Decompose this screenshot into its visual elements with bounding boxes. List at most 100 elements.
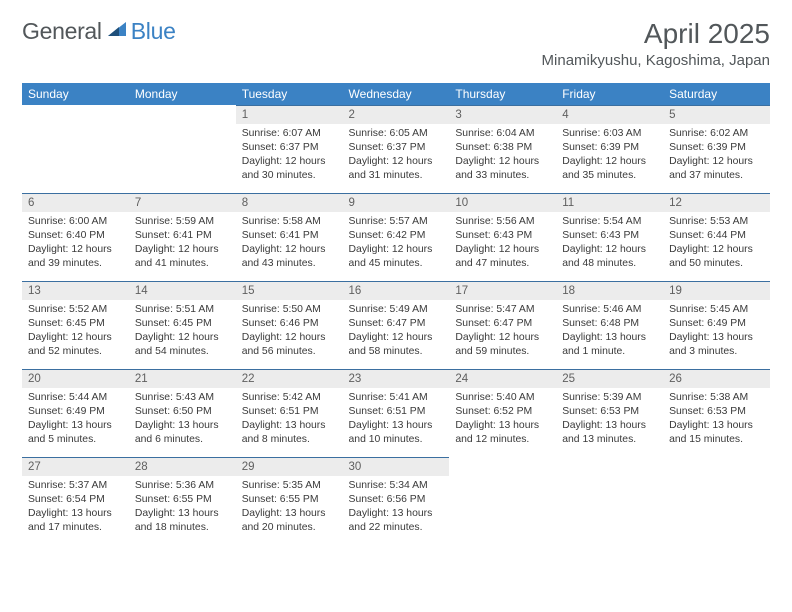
- day-number: 7: [129, 193, 236, 212]
- day-number: 21: [129, 369, 236, 388]
- calendar-day-cell: 13Sunrise: 5:52 AMSunset: 6:45 PMDayligh…: [22, 281, 129, 369]
- calendar-day-cell: 1Sunrise: 6:07 AMSunset: 6:37 PMDaylight…: [236, 105, 343, 193]
- day-details: Sunrise: 5:47 AMSunset: 6:47 PMDaylight:…: [449, 300, 556, 363]
- day-number: 16: [343, 281, 450, 300]
- calendar-day-cell: 7Sunrise: 5:59 AMSunset: 6:41 PMDaylight…: [129, 193, 236, 281]
- day-number: 12: [663, 193, 770, 212]
- calendar-day-cell: 15Sunrise: 5:50 AMSunset: 6:46 PMDayligh…: [236, 281, 343, 369]
- day-number: 8: [236, 193, 343, 212]
- day-number: 20: [22, 369, 129, 388]
- day-number: 13: [22, 281, 129, 300]
- weekday-header: Monday: [129, 83, 236, 105]
- day-details: Sunrise: 6:05 AMSunset: 6:37 PMDaylight:…: [343, 124, 450, 187]
- calendar-day-cell: 11Sunrise: 5:54 AMSunset: 6:43 PMDayligh…: [556, 193, 663, 281]
- calendar-table: SundayMondayTuesdayWednesdayThursdayFrid…: [22, 83, 770, 545]
- day-number: 6: [22, 193, 129, 212]
- day-number: 22: [236, 369, 343, 388]
- title-block: April 2025 Minamikyushu, Kagoshima, Japa…: [542, 18, 770, 69]
- calendar-day-cell: [22, 105, 129, 193]
- calendar-day-cell: 19Sunrise: 5:45 AMSunset: 6:49 PMDayligh…: [663, 281, 770, 369]
- day-details: Sunrise: 5:42 AMSunset: 6:51 PMDaylight:…: [236, 388, 343, 451]
- day-details: Sunrise: 5:51 AMSunset: 6:45 PMDaylight:…: [129, 300, 236, 363]
- day-number: 28: [129, 457, 236, 476]
- calendar-day-cell: 14Sunrise: 5:51 AMSunset: 6:45 PMDayligh…: [129, 281, 236, 369]
- calendar-day-cell: 23Sunrise: 5:41 AMSunset: 6:51 PMDayligh…: [343, 369, 450, 457]
- calendar-day-cell: 28Sunrise: 5:36 AMSunset: 6:55 PMDayligh…: [129, 457, 236, 545]
- calendar-day-cell: 20Sunrise: 5:44 AMSunset: 6:49 PMDayligh…: [22, 369, 129, 457]
- calendar-day-cell: 12Sunrise: 5:53 AMSunset: 6:44 PMDayligh…: [663, 193, 770, 281]
- location: Minamikyushu, Kagoshima, Japan: [542, 52, 770, 69]
- day-number: 4: [556, 105, 663, 124]
- day-details: Sunrise: 5:38 AMSunset: 6:53 PMDaylight:…: [663, 388, 770, 451]
- day-number: 19: [663, 281, 770, 300]
- day-number: 29: [236, 457, 343, 476]
- month-title: April 2025: [542, 18, 770, 50]
- day-details: Sunrise: 5:46 AMSunset: 6:48 PMDaylight:…: [556, 300, 663, 363]
- calendar-body: 1Sunrise: 6:07 AMSunset: 6:37 PMDaylight…: [22, 105, 770, 545]
- day-number: 18: [556, 281, 663, 300]
- day-details: Sunrise: 5:52 AMSunset: 6:45 PMDaylight:…: [22, 300, 129, 363]
- calendar-day-cell: 9Sunrise: 5:57 AMSunset: 6:42 PMDaylight…: [343, 193, 450, 281]
- calendar-day-cell: 17Sunrise: 5:47 AMSunset: 6:47 PMDayligh…: [449, 281, 556, 369]
- day-details: Sunrise: 6:03 AMSunset: 6:39 PMDaylight:…: [556, 124, 663, 187]
- day-details: Sunrise: 6:07 AMSunset: 6:37 PMDaylight:…: [236, 124, 343, 187]
- calendar-day-cell: [663, 457, 770, 545]
- calendar-day-cell: 8Sunrise: 5:58 AMSunset: 6:41 PMDaylight…: [236, 193, 343, 281]
- logo-text-general: General: [22, 18, 102, 45]
- day-number: 17: [449, 281, 556, 300]
- day-details: Sunrise: 5:41 AMSunset: 6:51 PMDaylight:…: [343, 388, 450, 451]
- day-details: Sunrise: 5:45 AMSunset: 6:49 PMDaylight:…: [663, 300, 770, 363]
- day-details: Sunrise: 6:04 AMSunset: 6:38 PMDaylight:…: [449, 124, 556, 187]
- day-number: 11: [556, 193, 663, 212]
- weekday-header: Tuesday: [236, 83, 343, 105]
- weekday-header: Wednesday: [343, 83, 450, 105]
- day-number: 5: [663, 105, 770, 124]
- day-details: Sunrise: 5:39 AMSunset: 6:53 PMDaylight:…: [556, 388, 663, 451]
- day-details: Sunrise: 5:34 AMSunset: 6:56 PMDaylight:…: [343, 476, 450, 539]
- calendar-day-cell: 26Sunrise: 5:38 AMSunset: 6:53 PMDayligh…: [663, 369, 770, 457]
- day-details: Sunrise: 5:56 AMSunset: 6:43 PMDaylight:…: [449, 212, 556, 275]
- day-details: Sunrise: 5:35 AMSunset: 6:55 PMDaylight:…: [236, 476, 343, 539]
- day-number: 1: [236, 105, 343, 124]
- weekday-header: Thursday: [449, 83, 556, 105]
- day-number: 27: [22, 457, 129, 476]
- calendar-day-cell: 30Sunrise: 5:34 AMSunset: 6:56 PMDayligh…: [343, 457, 450, 545]
- calendar-day-cell: 16Sunrise: 5:49 AMSunset: 6:47 PMDayligh…: [343, 281, 450, 369]
- day-number: 30: [343, 457, 450, 476]
- calendar-day-cell: 29Sunrise: 5:35 AMSunset: 6:55 PMDayligh…: [236, 457, 343, 545]
- header: General Blue April 2025 Minamikyushu, Ka…: [22, 18, 770, 69]
- calendar-day-cell: 10Sunrise: 5:56 AMSunset: 6:43 PMDayligh…: [449, 193, 556, 281]
- day-details: Sunrise: 5:54 AMSunset: 6:43 PMDaylight:…: [556, 212, 663, 275]
- weekday-header-row: SundayMondayTuesdayWednesdayThursdayFrid…: [22, 83, 770, 105]
- day-number: 15: [236, 281, 343, 300]
- calendar-day-cell: 5Sunrise: 6:02 AMSunset: 6:39 PMDaylight…: [663, 105, 770, 193]
- calendar-day-cell: [129, 105, 236, 193]
- day-details: Sunrise: 5:50 AMSunset: 6:46 PMDaylight:…: [236, 300, 343, 363]
- day-details: Sunrise: 5:40 AMSunset: 6:52 PMDaylight:…: [449, 388, 556, 451]
- calendar-day-cell: 24Sunrise: 5:40 AMSunset: 6:52 PMDayligh…: [449, 369, 556, 457]
- calendar-day-cell: 18Sunrise: 5:46 AMSunset: 6:48 PMDayligh…: [556, 281, 663, 369]
- calendar-day-cell: 3Sunrise: 6:04 AMSunset: 6:38 PMDaylight…: [449, 105, 556, 193]
- weekday-header: Saturday: [663, 83, 770, 105]
- calendar-day-cell: 22Sunrise: 5:42 AMSunset: 6:51 PMDayligh…: [236, 369, 343, 457]
- day-details: Sunrise: 5:58 AMSunset: 6:41 PMDaylight:…: [236, 212, 343, 275]
- calendar-day-cell: [556, 457, 663, 545]
- day-number: 26: [663, 369, 770, 388]
- calendar-week-row: 20Sunrise: 5:44 AMSunset: 6:49 PMDayligh…: [22, 369, 770, 457]
- day-details: Sunrise: 5:49 AMSunset: 6:47 PMDaylight:…: [343, 300, 450, 363]
- weekday-header: Sunday: [22, 83, 129, 105]
- day-number: 10: [449, 193, 556, 212]
- logo-sail-icon: [106, 19, 128, 44]
- day-number: 24: [449, 369, 556, 388]
- calendar-day-cell: 21Sunrise: 5:43 AMSunset: 6:50 PMDayligh…: [129, 369, 236, 457]
- day-details: Sunrise: 5:59 AMSunset: 6:41 PMDaylight:…: [129, 212, 236, 275]
- day-details: Sunrise: 5:53 AMSunset: 6:44 PMDaylight:…: [663, 212, 770, 275]
- weekday-header: Friday: [556, 83, 663, 105]
- day-details: Sunrise: 5:37 AMSunset: 6:54 PMDaylight:…: [22, 476, 129, 539]
- day-number: 9: [343, 193, 450, 212]
- day-number: 25: [556, 369, 663, 388]
- day-number: 3: [449, 105, 556, 124]
- calendar-week-row: 1Sunrise: 6:07 AMSunset: 6:37 PMDaylight…: [22, 105, 770, 193]
- calendar-day-cell: 2Sunrise: 6:05 AMSunset: 6:37 PMDaylight…: [343, 105, 450, 193]
- calendar-day-cell: [449, 457, 556, 545]
